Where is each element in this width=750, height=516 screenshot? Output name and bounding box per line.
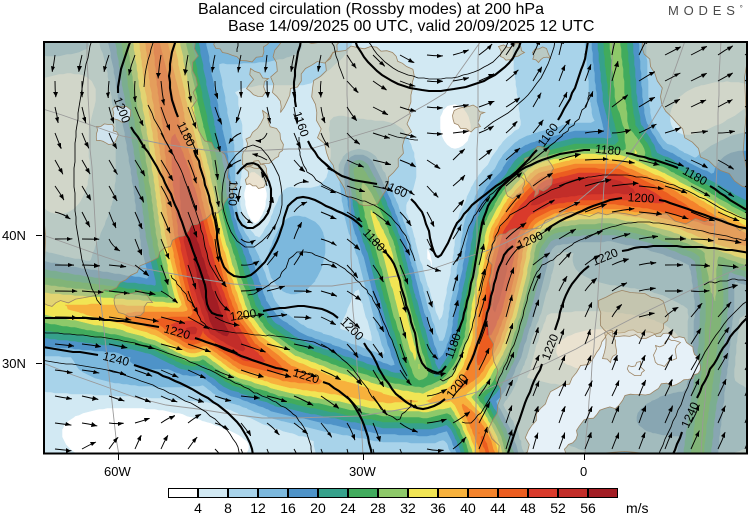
svg-text:1200: 1200 <box>228 306 257 324</box>
svg-text:1180: 1180 <box>594 141 621 158</box>
svg-text:1200: 1200 <box>627 190 655 205</box>
svg-text:1160: 1160 <box>225 179 240 206</box>
svg-text:1240: 1240 <box>101 348 131 368</box>
